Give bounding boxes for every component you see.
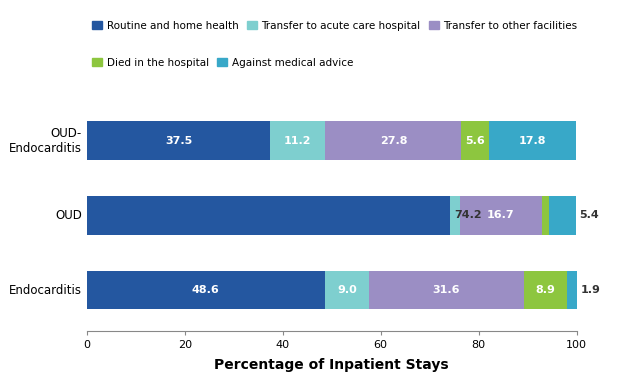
Text: 74.2: 74.2 — [454, 210, 482, 220]
Text: 17.8: 17.8 — [519, 136, 546, 146]
Bar — [87, 121, 270, 160]
Bar — [369, 271, 524, 310]
Text: 27.8: 27.8 — [379, 136, 407, 146]
Bar — [524, 271, 567, 310]
Bar — [326, 121, 461, 160]
Text: 8.9: 8.9 — [536, 285, 556, 295]
X-axis label: Percentage of Inpatient Stays: Percentage of Inpatient Stays — [215, 358, 449, 372]
Bar — [549, 196, 575, 235]
Bar — [489, 121, 576, 160]
Text: 11.2: 11.2 — [284, 136, 312, 146]
Text: 1.9: 1.9 — [580, 285, 600, 295]
Bar — [450, 196, 460, 235]
Text: 16.7: 16.7 — [487, 210, 515, 220]
Text: 48.6: 48.6 — [192, 285, 219, 295]
Bar — [325, 271, 369, 310]
Text: 9.0: 9.0 — [337, 285, 356, 295]
Text: 31.6: 31.6 — [433, 285, 460, 295]
Bar — [542, 196, 549, 235]
Text: 37.5: 37.5 — [165, 136, 192, 146]
Bar — [567, 271, 577, 310]
Bar — [461, 121, 489, 160]
Legend: Died in the hospital, Against medical advice: Died in the hospital, Against medical ad… — [92, 58, 353, 68]
Bar — [460, 196, 542, 235]
Bar — [270, 121, 326, 160]
Bar — [87, 196, 450, 235]
Text: 5.4: 5.4 — [580, 210, 600, 220]
Text: 5.6: 5.6 — [466, 136, 485, 146]
Bar — [87, 271, 325, 310]
